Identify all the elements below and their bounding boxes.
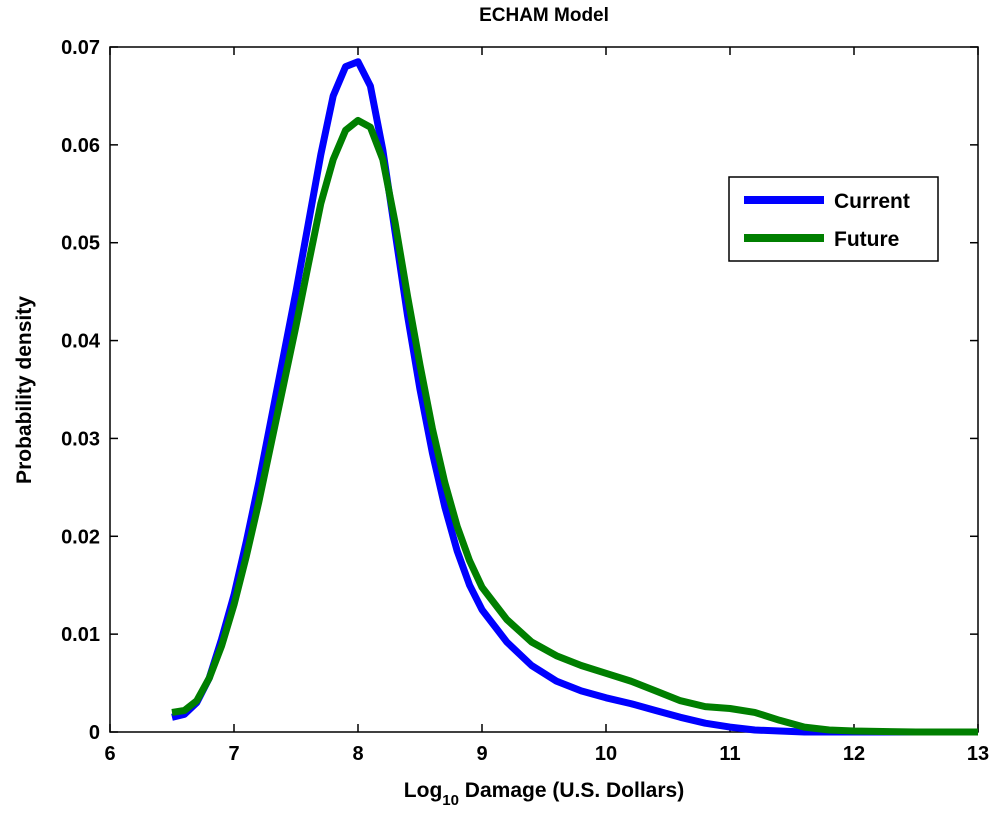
y-tick-label: 0.03 bbox=[61, 428, 100, 450]
x-tick-label: 10 bbox=[595, 743, 617, 765]
series-layer bbox=[171, 58, 978, 736]
x-axis-label: Log10 Damage (U.S. Dollars) bbox=[404, 779, 684, 809]
x-tick-label: 8 bbox=[352, 743, 363, 765]
y-tick-label: 0.02 bbox=[61, 526, 100, 548]
x-axis-label-subscript: 10 bbox=[442, 792, 459, 809]
y-tick-label: 0.01 bbox=[61, 624, 100, 646]
y-tick-label: 0.07 bbox=[61, 37, 100, 59]
x-tick-label: 13 bbox=[967, 743, 989, 765]
x-tick-label: 7 bbox=[228, 743, 239, 765]
y-tick-label: 0.05 bbox=[61, 233, 100, 255]
legend-label-future: Future bbox=[834, 228, 899, 251]
y-tick-label: 0.04 bbox=[61, 331, 101, 353]
y-axis: 0 0.01 0.02 0.03 0.04 0.05 0.06 0.07 bbox=[61, 37, 978, 744]
y-axis-label: Probability density bbox=[13, 296, 36, 484]
x-axis-label-prefix: Log bbox=[404, 779, 442, 802]
x-axis-label-suffix: Damage (U.S. Dollars) bbox=[459, 779, 684, 802]
x-tick-label: 6 bbox=[104, 743, 115, 765]
legend-label-current: Current bbox=[834, 190, 910, 213]
y-tick-label: 0.06 bbox=[61, 135, 100, 157]
y-tick-label: 0 bbox=[89, 722, 100, 744]
x-tick-label: 9 bbox=[476, 743, 487, 765]
series-line-future bbox=[171, 116, 978, 736]
series-line-current bbox=[171, 58, 978, 736]
plot-frame bbox=[109, 46, 979, 733]
legend: Current Future bbox=[728, 176, 939, 262]
plot-area-border bbox=[109, 46, 979, 733]
x-tick-label: 12 bbox=[843, 743, 865, 765]
legend-box bbox=[728, 176, 939, 262]
x-tick-label: 11 bbox=[719, 743, 740, 765]
chart-title: ECHAM Model bbox=[479, 5, 609, 26]
x-axis: 6 7 8 9 10 11 12 13 bbox=[104, 47, 989, 765]
